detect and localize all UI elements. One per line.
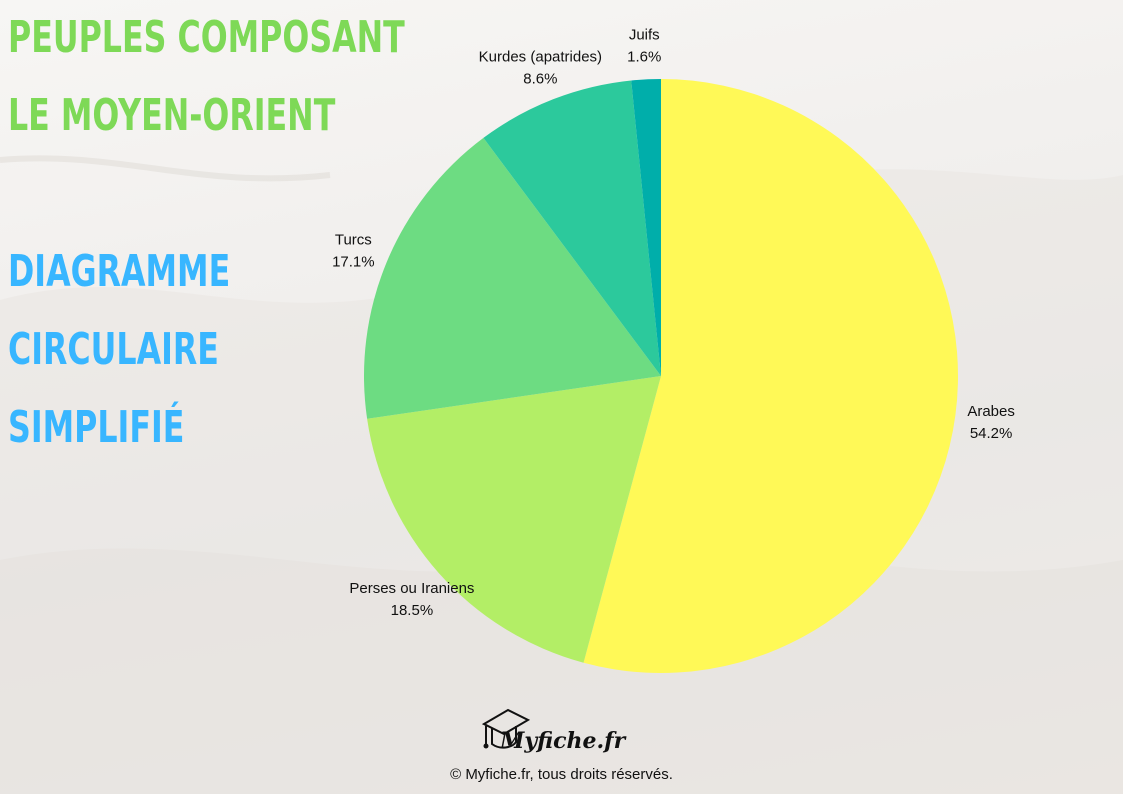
slice-label-0: Arabes: [967, 403, 1015, 420]
subtitle-line-3: SIMPLIFIÉ: [8, 402, 185, 453]
slice-label-4: Juifs: [629, 26, 660, 43]
logo-text: Myfiche.fr: [500, 728, 626, 754]
pie-slice-0: [583, 78, 959, 673]
slice-value-label-3: 8.6%: [523, 71, 557, 88]
pie-slice-3: [483, 80, 661, 377]
slice-value-label-0: 54.2%: [970, 425, 1013, 442]
slice-label-1: Perses ou Iraniens: [349, 580, 474, 597]
title-line-2: LE MOYEN-ORIENT: [8, 90, 336, 141]
slice-label-2: Turcs: [335, 232, 372, 249]
subtitle-line-2: CIRCULAIRE: [8, 324, 219, 375]
copyright-notice: © Myfiche.fr, tous droits réservés.: [450, 766, 673, 783]
pie-slice-1: [367, 376, 661, 663]
slice-value-label-1: 18.5%: [391, 602, 434, 619]
pie-slice-4: [631, 79, 661, 376]
slice-value-label-2: 17.1%: [332, 254, 375, 271]
title-line-1: PEUPLES COMPOSANT: [8, 12, 405, 63]
pie-slice-2: [364, 137, 661, 419]
graduation-cap-icon: [481, 708, 531, 749]
subtitle-line-1: DIAGRAMME: [8, 246, 231, 297]
slice-label-3: Kurdes (apatrides): [479, 49, 602, 66]
slice-value-label-4: 1.6%: [627, 48, 661, 65]
